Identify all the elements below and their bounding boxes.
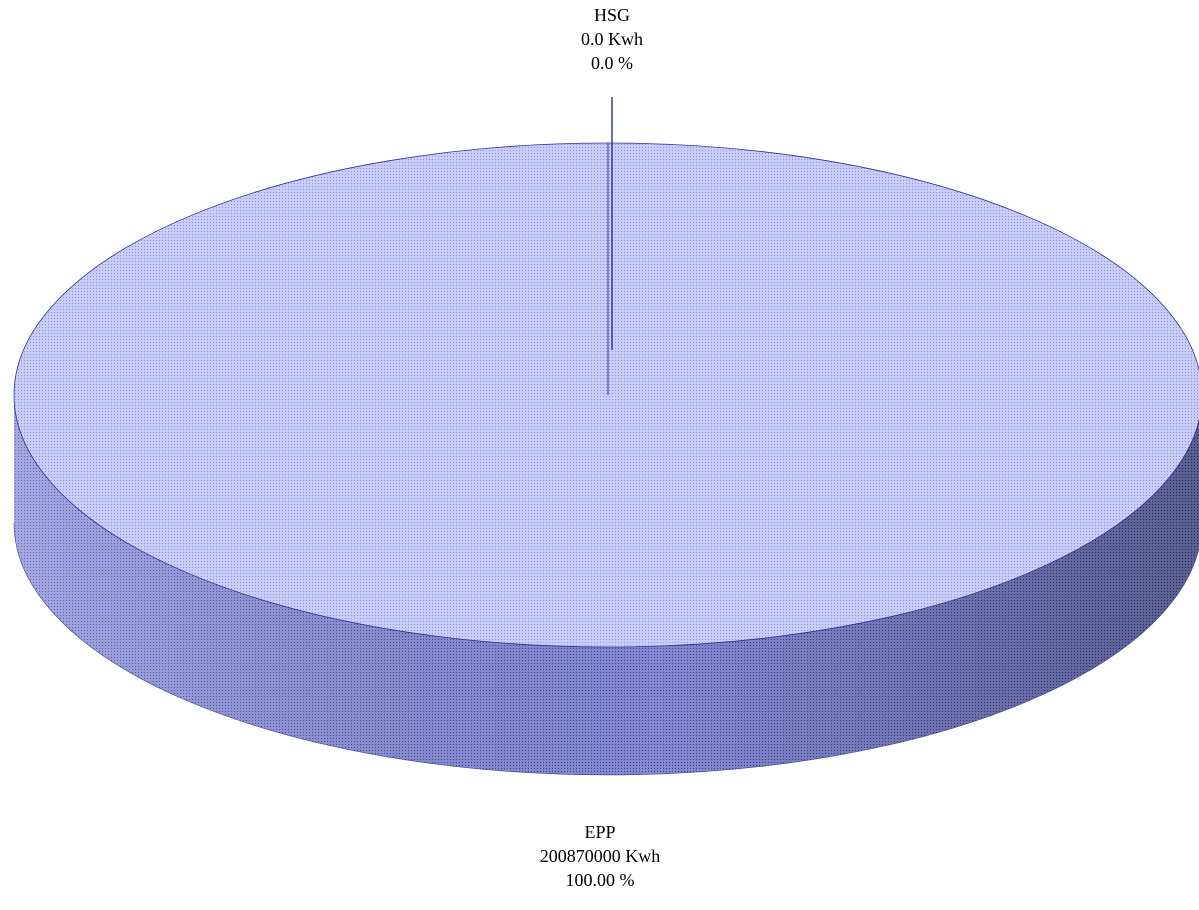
slice-label-epp: EPP 200870000 Kwh 100.00 % — [450, 820, 750, 892]
slice-value-hsg: 0.0 Kwh — [581, 29, 643, 49]
slice-name-epp: EPP — [584, 822, 616, 842]
slice-percent-hsg: 0.0 % — [591, 53, 633, 73]
slice-percent-epp: 100.00 % — [565, 870, 635, 890]
slice-name-hsg: HSG — [593, 5, 630, 25]
slice-label-hsg: HSG 0.0 Kwh 0.0 % — [462, 3, 762, 75]
slice-value-epp: 200870000 Kwh — [539, 846, 661, 866]
pie-bottom-rim — [13, 522, 1199, 776]
pie-slice-epp — [13, 142, 1199, 648]
pie-side-shading — [14, 395, 1199, 775]
